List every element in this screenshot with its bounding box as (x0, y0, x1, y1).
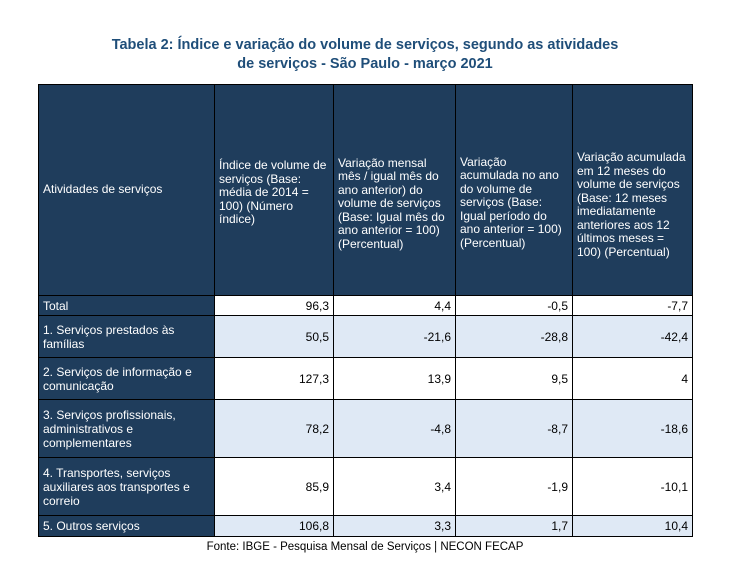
table-row: Total 96,3 4,4 -0,5 -7,7 (38, 295, 693, 316)
table-row: 5. Outros serviços 106,8 3,3 1,7 10,4 (38, 515, 693, 537)
row-ytd: 1,7 (455, 515, 573, 537)
row-ytd: -28,8 (455, 315, 573, 358)
header-activity: Atividades de serviços (38, 84, 215, 296)
table-row: 2. Serviços de informação e comunicação … (38, 357, 693, 400)
table-title: Tabela 2: Índice e variação do volume de… (0, 36, 730, 74)
header-index: Índice de volume de serviços (Base: médi… (214, 84, 334, 296)
header-ytd: Variação acumulada no ano do volume de s… (455, 84, 573, 296)
row-activity: Total (38, 295, 215, 316)
row-monthly: -4,8 (333, 399, 456, 458)
row-twelve: -42,4 (572, 315, 693, 358)
row-ytd: -1,9 (455, 457, 573, 516)
row-twelve: 10,4 (572, 515, 693, 537)
row-activity: 5. Outros serviços (38, 515, 215, 537)
table-row: 3. Serviços profissionais, administrativ… (38, 399, 693, 458)
row-twelve: 4 (572, 357, 693, 400)
table-title-line1: Tabela 2: Índice e variação do volume de… (111, 37, 619, 53)
row-ytd: -0,5 (455, 295, 573, 316)
row-twelve: -7,7 (572, 295, 693, 316)
row-activity: 2. Serviços de informação e comunicação (38, 357, 215, 400)
table-body: Total 96,3 4,4 -0,5 -7,7 1. Serviços pre… (38, 295, 693, 537)
header-twelve: Variação acumulada em 12 meses do volume… (572, 84, 693, 296)
row-monthly: 4,4 (333, 295, 456, 316)
header-monthly: Variação mensal mês / igual mês do ano a… (333, 84, 456, 296)
row-index: 96,3 (214, 295, 334, 316)
row-index: 85,9 (214, 457, 334, 516)
row-monthly: 13,9 (333, 357, 456, 400)
table-row: 1. Serviços prestados às famílias 50,5 -… (38, 315, 693, 358)
row-index: 106,8 (214, 515, 334, 537)
row-twelve: -10,1 (572, 457, 693, 516)
row-monthly: -21,6 (333, 315, 456, 358)
row-monthly: 3,4 (333, 457, 456, 516)
row-monthly: 3,3 (333, 515, 456, 537)
source-note: Fonte: IBGE - Pesquisa Mensal de Serviço… (206, 541, 524, 553)
row-ytd: 9,5 (455, 357, 573, 400)
row-activity: 3. Serviços profissionais, administrativ… (38, 399, 215, 458)
header-row: Atividades de serviços Índice de volume … (38, 84, 693, 296)
row-activity: 1. Serviços prestados às famílias (38, 315, 215, 358)
row-ytd: -8,7 (455, 399, 573, 458)
row-activity: 4. Transportes, serviços auxiliares aos … (38, 457, 215, 516)
row-index: 78,2 (214, 399, 334, 458)
row-twelve: -18,6 (572, 399, 693, 458)
table-row: 4. Transportes, serviços auxiliares aos … (38, 457, 693, 516)
row-index: 127,3 (214, 357, 334, 400)
services-table: Atividades de serviços Índice de volume … (38, 84, 693, 537)
table-header: Atividades de serviços Índice de volume … (38, 84, 693, 296)
table-title-line2: de serviços - São Paulo - março 2021 (237, 56, 493, 72)
row-index: 50,5 (214, 315, 334, 358)
